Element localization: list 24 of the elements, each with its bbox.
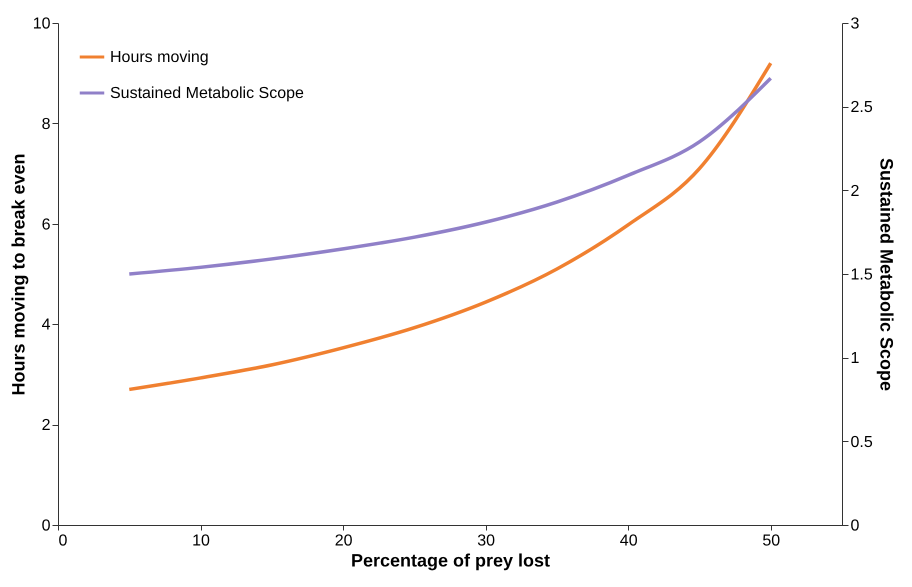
legend-label: Hours moving (110, 49, 209, 66)
x-tick-label: 20 (334, 532, 353, 550)
y-axis-title: Hours moving to break even (8, 153, 29, 396)
x-tick-label: 40 (620, 532, 638, 550)
x-tick-label: 0 (58, 532, 68, 550)
y2-tick-label: 1.5 (850, 266, 873, 284)
y-tick-label: 4 (42, 316, 51, 334)
y-tick-label: 6 (42, 216, 51, 234)
y2-axis-title: Sustained Metabolic Scope (876, 158, 897, 392)
x-tick-label: 50 (762, 532, 780, 550)
x-tick-label: 10 (192, 532, 210, 550)
y2-tick-label: 2.5 (850, 99, 873, 116)
y-tick-label: 8 (42, 116, 51, 133)
x-axis-title: Percentage of prey lost (350, 550, 550, 570)
x-tick-label: 30 (477, 532, 496, 550)
legend-label: Sustained Metabolic Scope (110, 85, 304, 102)
y-tick-label: 2 (42, 417, 51, 434)
y-tick-label: 10 (32, 16, 51, 32)
y-tick-label: 0 (42, 518, 51, 534)
y2-tick-label: 3 (850, 16, 860, 32)
y2-tick-label: 1 (850, 350, 860, 368)
y2-tick-label: 2 (850, 182, 860, 200)
y2-tick-label: 0 (850, 518, 860, 534)
y2-tick-label: 0.5 (850, 434, 873, 451)
